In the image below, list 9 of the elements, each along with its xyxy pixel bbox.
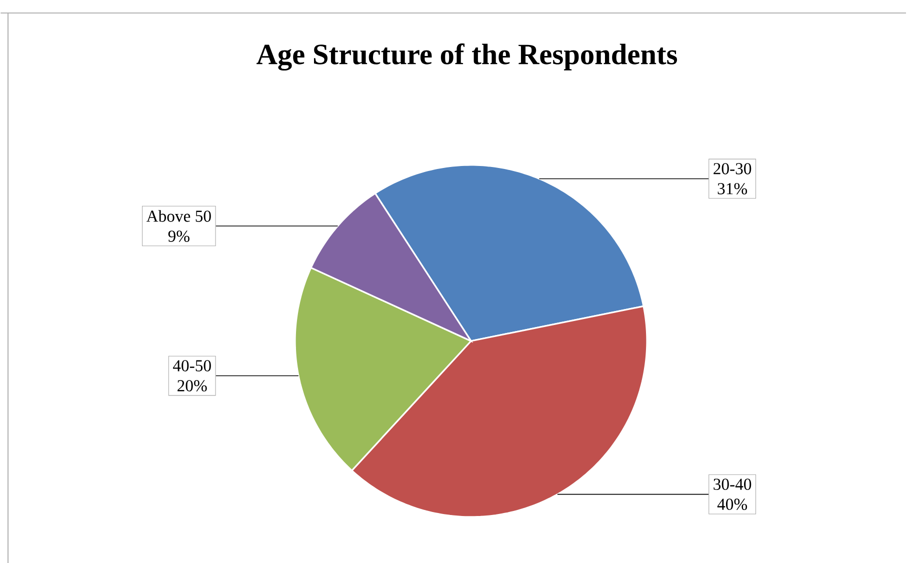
slice-label: 30-40 xyxy=(714,478,752,490)
chart-title: Age Structure of the Respondents xyxy=(256,43,678,71)
data-label: 40% xyxy=(717,498,748,510)
slice-label: 40-50 xyxy=(172,360,211,372)
slice-label: Above 50 xyxy=(146,210,211,222)
slice-label: 20-30 xyxy=(714,163,752,174)
data-label: 9% xyxy=(168,230,190,242)
data-label: 31% xyxy=(718,183,748,194)
data-label: 20% xyxy=(178,380,207,392)
